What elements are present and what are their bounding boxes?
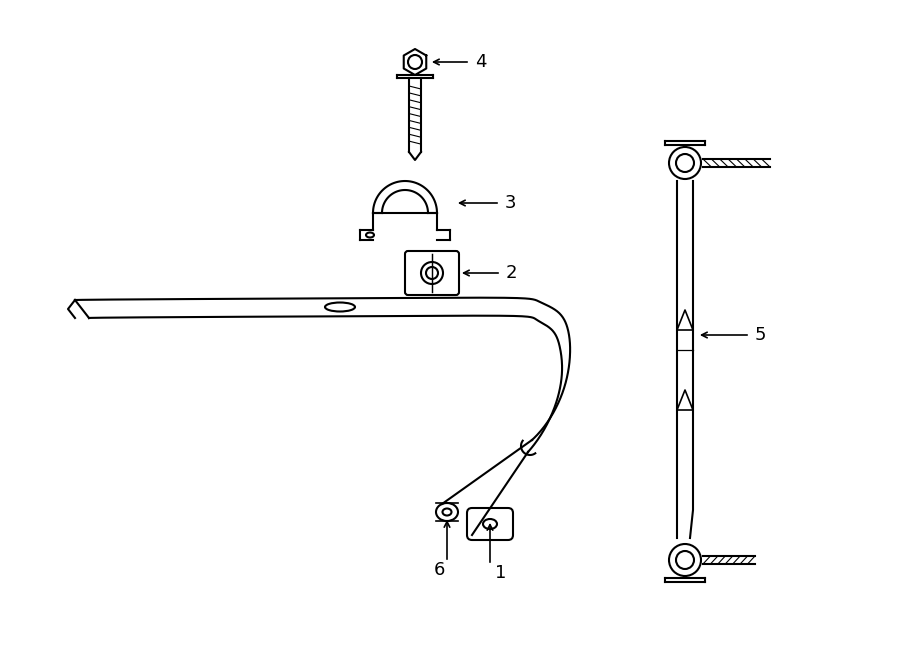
Text: 3: 3 xyxy=(505,194,517,212)
Text: 5: 5 xyxy=(755,326,767,344)
Text: 4: 4 xyxy=(475,53,487,71)
Text: 6: 6 xyxy=(433,561,445,579)
Text: 2: 2 xyxy=(506,264,518,282)
Text: 1: 1 xyxy=(495,564,507,582)
